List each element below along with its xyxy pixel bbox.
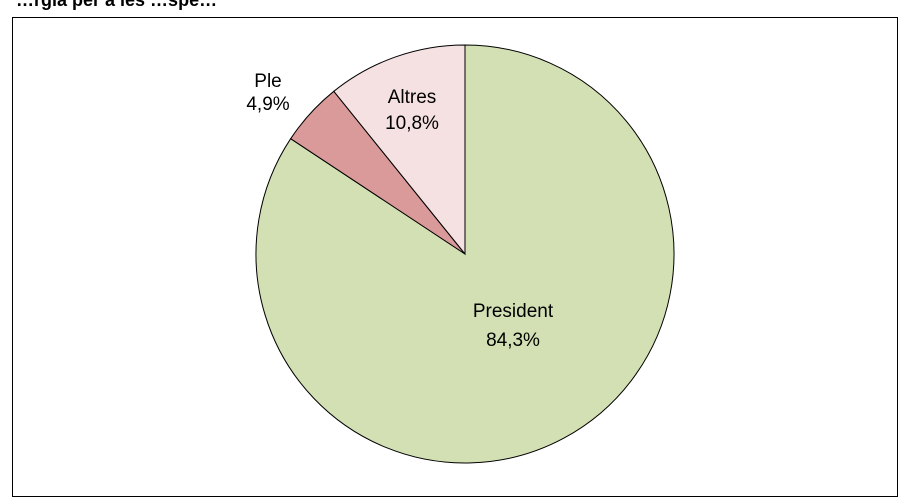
slice-value-ple: 4,9% (246, 94, 289, 115)
slice-label-altres: Altres (388, 87, 437, 108)
slice-value-president: 84,3% (486, 330, 540, 351)
slice-label-president: President (473, 301, 554, 322)
slice-value-altres: 10,8% (385, 113, 439, 134)
slice-label-ple: Ple (254, 71, 281, 92)
